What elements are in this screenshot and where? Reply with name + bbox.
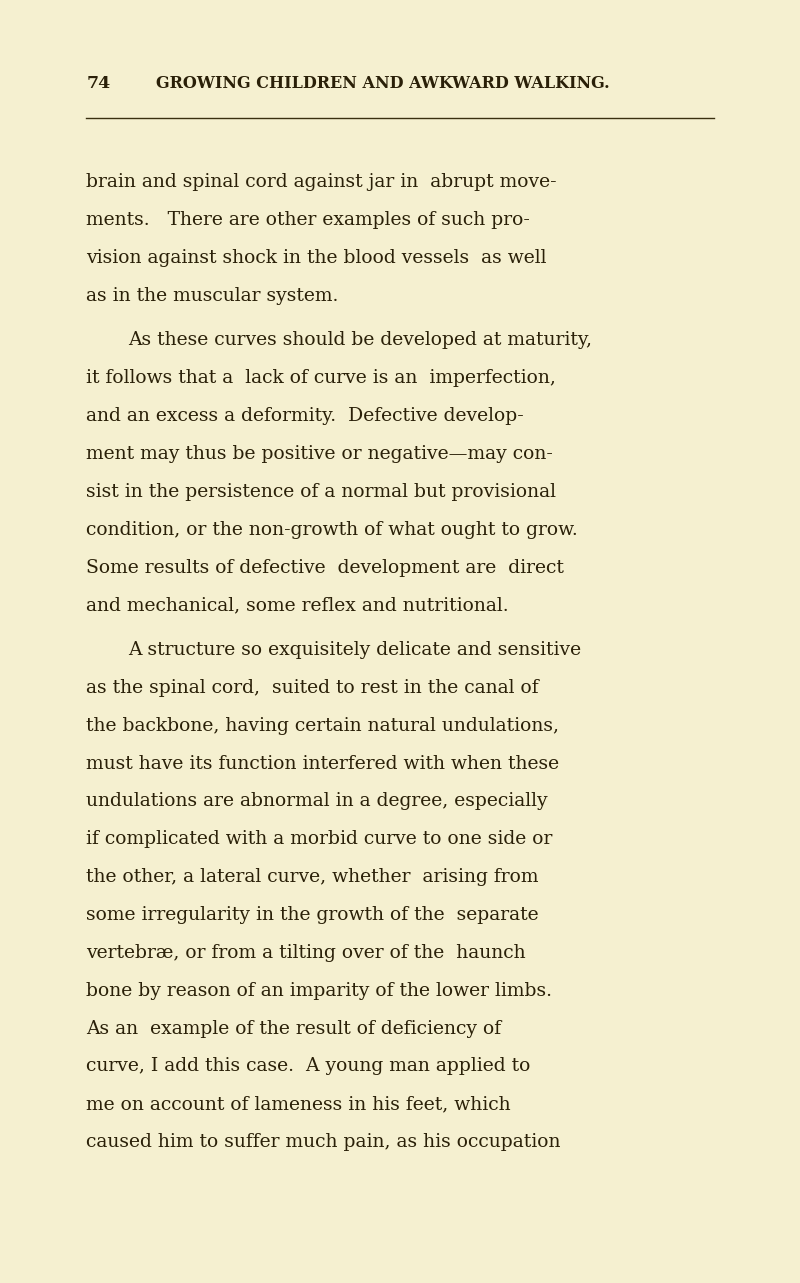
Text: as in the muscular system.: as in the muscular system. <box>86 287 338 305</box>
Text: some irregularity in the growth of the  separate: some irregularity in the growth of the s… <box>86 906 539 924</box>
Text: vertebræ, or from a tilting over of the  haunch: vertebræ, or from a tilting over of the … <box>86 944 526 962</box>
Text: GROWING CHILDREN AND AWKWARD WALKING.: GROWING CHILDREN AND AWKWARD WALKING. <box>156 76 610 92</box>
Text: if complicated with a morbid curve to one side or: if complicated with a morbid curve to on… <box>86 830 553 848</box>
Text: and an excess a deformity.  Defective develop-: and an excess a deformity. Defective dev… <box>86 407 524 425</box>
Text: must have its function interfered with when these: must have its function interfered with w… <box>86 754 559 772</box>
Text: it follows that a  lack of curve is an  imperfection,: it follows that a lack of curve is an im… <box>86 370 556 387</box>
Text: undulations are abnormal in a degree, especially: undulations are abnormal in a degree, es… <box>86 793 548 811</box>
Text: vision against shock in the blood vessels  as well: vision against shock in the blood vessel… <box>86 249 547 267</box>
Text: sist in the persistence of a normal but provisional: sist in the persistence of a normal but … <box>86 482 557 500</box>
Text: ments.   There are other examples of such pro-: ments. There are other examples of such … <box>86 212 530 230</box>
Text: brain and spinal cord against jar in  abrupt move-: brain and spinal cord against jar in abr… <box>86 173 557 191</box>
Text: Some results of defective  development are  direct: Some results of defective development ar… <box>86 558 564 576</box>
Text: caused him to suffer much pain, as his occupation: caused him to suffer much pain, as his o… <box>86 1133 561 1151</box>
Text: the backbone, having certain natural undulations,: the backbone, having certain natural und… <box>86 717 559 735</box>
Text: ment may thus be positive or negative—may con-: ment may thus be positive or negative—ma… <box>86 445 554 463</box>
Text: bone by reason of an imparity of the lower limbs.: bone by reason of an imparity of the low… <box>86 981 552 999</box>
Text: A structure so exquisitely delicate and sensitive: A structure so exquisitely delicate and … <box>128 642 581 659</box>
Text: As an  example of the result of deficiency of: As an example of the result of deficienc… <box>86 1020 502 1038</box>
Text: 74: 74 <box>86 76 110 92</box>
Text: and mechanical, some reflex and nutritional.: and mechanical, some reflex and nutritio… <box>86 597 509 615</box>
Text: curve, I add this case.  A young man applied to: curve, I add this case. A young man appl… <box>86 1057 530 1075</box>
Text: the other, a lateral curve, whether  arising from: the other, a lateral curve, whether aris… <box>86 869 539 887</box>
Text: as the spinal cord,  suited to rest in the canal of: as the spinal cord, suited to rest in th… <box>86 679 539 697</box>
Text: condition, or the non-growth of what ought to grow.: condition, or the non-growth of what oug… <box>86 521 578 539</box>
Text: As these curves should be developed at maturity,: As these curves should be developed at m… <box>128 331 592 349</box>
Text: me on account of lameness in his feet, which: me on account of lameness in his feet, w… <box>86 1096 511 1114</box>
